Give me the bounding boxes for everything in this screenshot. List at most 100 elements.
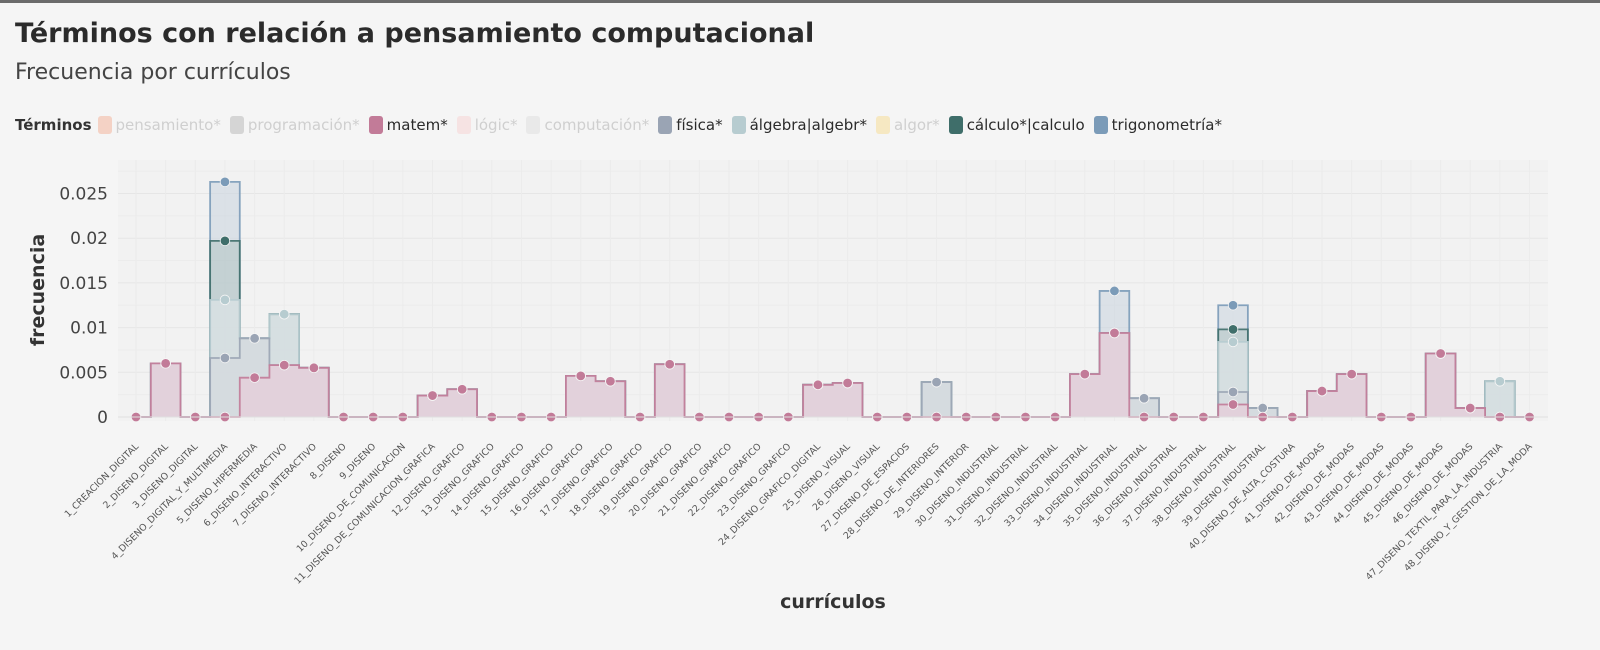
data-point [456,384,468,395]
data-point [872,411,883,423]
data-point [338,411,349,423]
data-point [279,308,290,320]
x-tick-label: 26_DISENO_VISUAL [811,441,883,513]
data-point [1287,411,1298,423]
x-tick-label: 40_DISENO_DE_ALTA_COSTURA [1187,441,1298,552]
data-point [1494,376,1506,387]
data-point [664,359,675,370]
data-point [783,411,794,423]
x-tick-label: 46_DISENO_DE_MODAS [1390,441,1475,526]
data-point [664,359,675,370]
data-point [1079,368,1091,380]
data-point [1020,411,1031,423]
data-point [160,358,171,369]
data-point [605,376,616,387]
x-tick-label: 41_DISENO_DE_MODAS [1242,441,1327,526]
data-point [190,411,201,423]
x-tick-label: 31_DISENO_INDUSTRIAL [943,441,1031,529]
data-point [545,411,557,423]
data-point [901,411,913,423]
x-tick-label: 11_DISENO_DE_COMUNICACION_GRAFICA [292,441,438,587]
legend-title: Términos [15,116,92,134]
data-point [872,411,883,423]
data-point [694,411,705,423]
x-tick-label: 18_DISENO_GRAFICO [568,441,646,519]
data-point [368,411,379,423]
data-point [308,362,320,374]
series-area [136,332,1530,417]
data-point [753,411,764,423]
series-step-line [136,239,1530,418]
x-tick-label: 45_DISENO_DE_MODAS [1361,441,1446,526]
data-point [1198,411,1209,423]
data-point [130,411,142,423]
legend-item[interactable]: trigonometría* [1093,116,1222,134]
data-point [1376,411,1387,423]
legend-label: cálculo*|calculo [966,116,1085,134]
x-tick-label: 27_DISENO_DE_ESPACIOS [819,441,912,534]
legend-item[interactable]: física* [658,116,723,134]
data-point [1287,411,1298,423]
series-step-line [136,180,1530,418]
legend-item[interactable]: algor* [875,116,940,134]
data-point [427,390,438,401]
data-point [456,384,468,395]
legend-label: álgebra|algebr* [749,116,867,134]
data-point [634,411,646,423]
data-point [486,411,498,423]
legend-item[interactable]: álgebra|algebr* [731,116,867,134]
data-point [990,411,1002,423]
data-point [368,411,379,423]
data-point [1376,411,1387,423]
data-point [1524,411,1535,423]
data-point [901,411,913,423]
data-point [1316,385,1328,397]
x-tick-label: 37_DISENO_INDUSTRIAL [1121,441,1209,529]
data-point [308,362,320,374]
series-step-line [136,298,1530,418]
data-point [1198,411,1209,423]
data-point [931,376,942,388]
data-point [219,176,231,188]
data-point [397,411,409,423]
data-point [279,359,290,371]
x-tick-label: 7_DISENO_INTERACTIVO [231,441,319,529]
data-point [130,411,142,423]
data-point [1168,411,1179,423]
legend-item[interactable]: matem* [368,116,448,134]
data-point [427,390,438,401]
data-point [753,411,764,423]
data-point [605,376,616,387]
legend-item[interactable]: pensamiento* [97,116,221,134]
legend-item[interactable]: lógic* [456,116,517,134]
data-point [723,411,735,423]
legend-item[interactable]: programación* [229,116,360,134]
x-tick-label: 32_DISENO_INDUSTRIAL [973,441,1061,529]
data-point [1198,411,1209,423]
data-point [130,411,142,423]
x-tick-label: 24_DISENO_GRAFICO_DIGITAL [717,441,824,548]
legend-item[interactable]: computación* [526,116,649,134]
data-point [1465,402,1476,414]
data-point [1109,327,1120,339]
data-point [1138,393,1150,404]
data-point [872,411,883,423]
data-point [1227,386,1239,398]
legend-item[interactable]: cálculo*|calculo [948,116,1085,134]
data-point [338,411,349,423]
data-point [694,411,705,423]
data-point [901,411,913,423]
data-point [160,358,171,369]
data-point [219,235,231,247]
data-point [990,411,1002,423]
y-tick-label: 0 [97,408,108,428]
data-point [901,411,913,423]
data-point [219,294,231,306]
data-point [1494,411,1506,423]
data-point [901,411,913,423]
legend-label: computación* [544,116,650,134]
data-point [842,377,853,389]
data-point [545,411,557,423]
data-point [1227,324,1239,335]
data-point [842,377,853,389]
